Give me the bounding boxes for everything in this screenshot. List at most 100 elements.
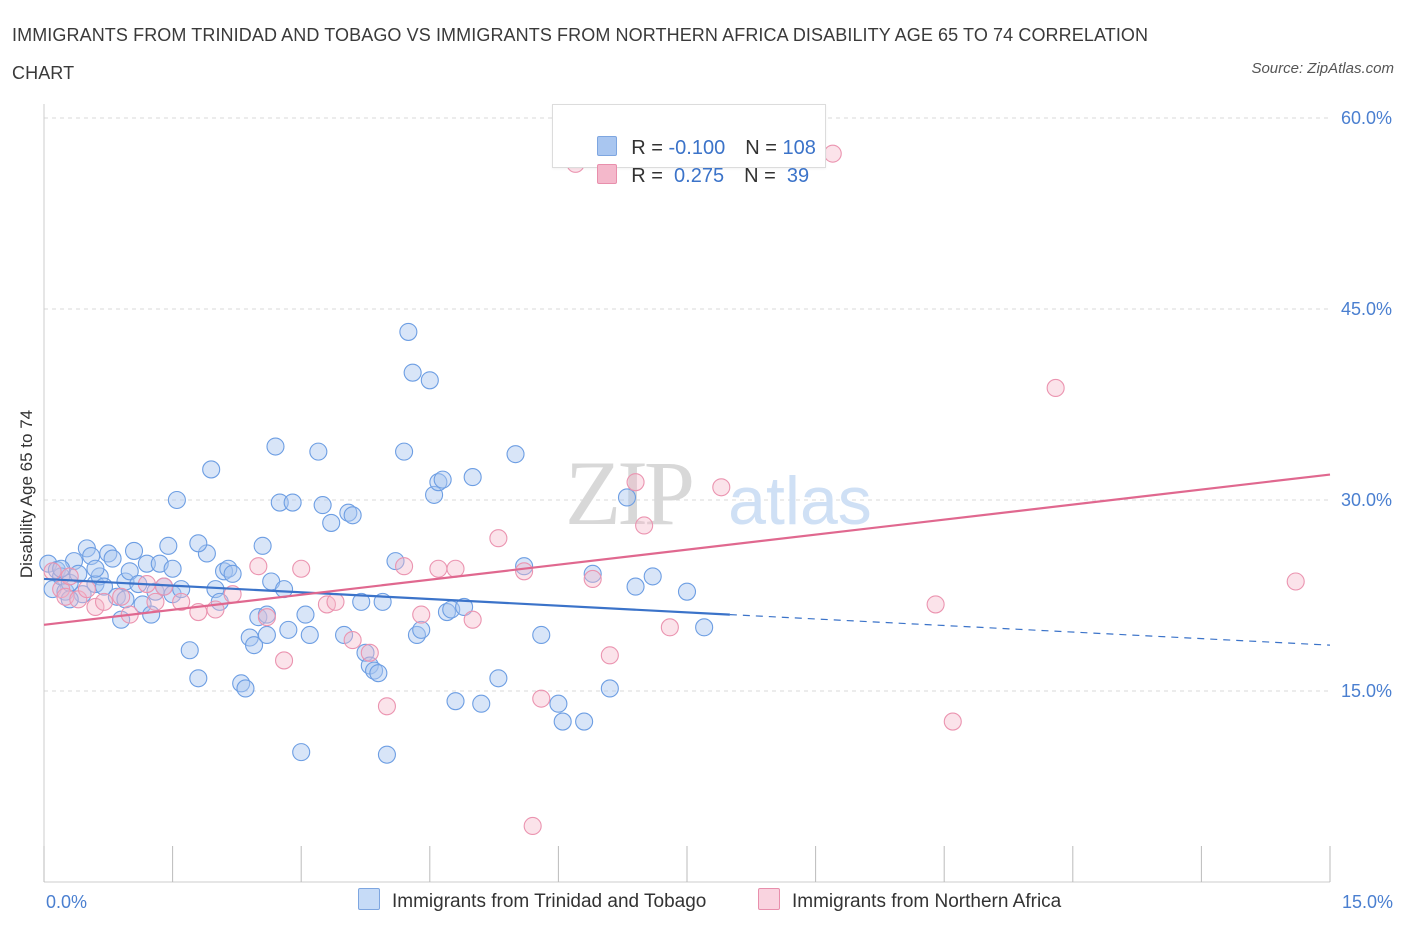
data-point-northern-africa	[377, 697, 396, 716]
data-point-northern-africa	[660, 618, 679, 637]
legend-swatch-blue	[597, 136, 618, 156]
data-point-trinidad	[506, 445, 525, 464]
data-point-northern-africa	[360, 643, 379, 662]
data-point-trinidad	[532, 625, 551, 645]
data-point-northern-africa	[412, 605, 431, 624]
data-point-northern-africa	[446, 559, 465, 578]
data-point-trinidad	[335, 625, 354, 645]
data-point-trinidad	[257, 625, 276, 645]
data-point-northern-africa	[583, 569, 602, 588]
data-point-trinidad	[643, 567, 662, 586]
data-point-trinidad	[167, 490, 186, 510]
trend-line-northern-africa	[43, 473, 1331, 626]
data-point-trinidad	[395, 442, 414, 461]
data-point-northern-africa	[43, 562, 62, 581]
data-point-northern-africa	[489, 529, 508, 548]
data-point-trinidad	[695, 618, 714, 637]
bottom-legend-northern-africa: Immigrants from Northern Africa	[758, 888, 1061, 913]
legend-r-value: 0.275	[668, 165, 725, 187]
data-point-trinidad	[223, 564, 242, 583]
legend-r-label: R =	[631, 165, 669, 187]
data-point-northern-africa	[343, 631, 362, 650]
series-trinidad-points	[39, 322, 714, 764]
data-point-northern-africa	[172, 592, 191, 611]
data-point-trinidad	[420, 371, 439, 390]
data-point-trinidad	[472, 694, 491, 713]
data-point-northern-africa	[1046, 378, 1065, 397]
data-point-trinidad	[515, 557, 534, 576]
legend-r-value: -0.100	[668, 137, 726, 159]
data-point-trinidad	[103, 549, 122, 568]
data-point-northern-africa	[926, 595, 945, 614]
data-point-northern-africa	[275, 651, 294, 670]
data-point-trinidad	[253, 536, 272, 555]
data-point-trinidad	[300, 625, 319, 645]
trend-lines	[43, 473, 1331, 646]
data-point-trinidad	[137, 554, 156, 573]
data-point-trinidad	[455, 597, 474, 617]
data-point-trinidad	[189, 534, 208, 553]
data-point-northern-africa	[463, 610, 482, 629]
x-tick-label: 15.0%	[1342, 892, 1393, 912]
data-point-trinidad	[283, 493, 302, 512]
data-point-trinidad	[600, 679, 619, 698]
y-axis-title: Disability Age 65 to 74	[17, 410, 36, 578]
trend-line-trinidad-extension	[729, 614, 1331, 646]
y-tick-label: 45.0%	[1341, 299, 1392, 319]
gridlines	[44, 117, 1330, 692]
source-label: Source: ZipAtlas.com	[1251, 60, 1394, 77]
watermark-zip: ZIP	[565, 442, 692, 544]
legend-n-value: 39	[781, 165, 810, 187]
legend-row-trinidad: R = -0.100 N = 108	[575, 113, 816, 159]
data-point-trinidad	[399, 322, 418, 341]
data-point-northern-africa	[712, 478, 731, 497]
correlation-legend: R = -0.100 N = 108 R = 0.275 N = 39	[552, 104, 826, 187]
data-point-trinidad	[163, 559, 182, 578]
data-point-trinidad	[386, 552, 405, 571]
data-point-northern-africa	[429, 559, 448, 578]
watermark: ZIP atlas	[565, 442, 872, 544]
data-point-northern-africa	[86, 597, 105, 617]
data-point-northern-africa	[1286, 572, 1305, 591]
data-point-northern-africa	[823, 144, 842, 163]
legend-swatch-pink	[597, 164, 618, 184]
data-point-trinidad	[292, 743, 311, 762]
data-point-trinidad	[236, 679, 255, 698]
axis-labels: 15.0% 30.0% 45.0% 60.0% 0.0% 15.0% Disability …	[17, 108, 1393, 912]
y-tick-label: 60.0%	[1341, 108, 1392, 128]
data-point-trinidad	[189, 669, 208, 688]
data-point-trinidad	[86, 559, 105, 578]
data-point-northern-africa	[249, 557, 268, 576]
data-point-trinidad	[377, 745, 396, 764]
data-point-northern-africa	[626, 473, 645, 492]
data-point-trinidad	[159, 536, 178, 555]
data-point-northern-africa	[395, 557, 414, 576]
data-point-trinidad	[124, 541, 144, 560]
data-point-trinidad	[322, 513, 341, 532]
data-point-trinidad	[120, 562, 139, 581]
data-point-northern-africa	[532, 689, 551, 708]
bottom-legend-swatch-blue	[358, 888, 380, 910]
data-point-trinidad	[244, 636, 264, 655]
data-point-trinidad	[270, 493, 289, 512]
legend-n-label: N =	[745, 137, 783, 159]
bottom-legend-swatch-pink	[758, 888, 780, 910]
axes	[43, 104, 1331, 883]
data-point-trinidad	[352, 592, 371, 611]
data-point-trinidad	[202, 460, 221, 479]
data-point-northern-africa	[515, 562, 534, 581]
legend-n-label: N =	[744, 165, 782, 187]
data-point-northern-africa	[326, 592, 345, 611]
chart-title: IMMIGRANTS FROM TRINIDAD AND TOBAGO VS I…	[12, 25, 1149, 83]
data-point-trinidad	[553, 712, 572, 731]
legend-r-label: R =	[631, 137, 669, 159]
data-point-trinidad	[313, 496, 332, 515]
data-point-trinidad	[296, 605, 315, 624]
data-point-trinidad	[433, 470, 452, 489]
data-point-trinidad	[446, 692, 465, 711]
data-point-trinidad	[180, 641, 199, 660]
x-tick-label: 0.0%	[46, 892, 87, 912]
data-point-trinidad	[583, 564, 602, 583]
bottom-legend-label: Immigrants from Northern Africa	[792, 891, 1062, 912]
data-point-trinidad	[343, 506, 362, 525]
